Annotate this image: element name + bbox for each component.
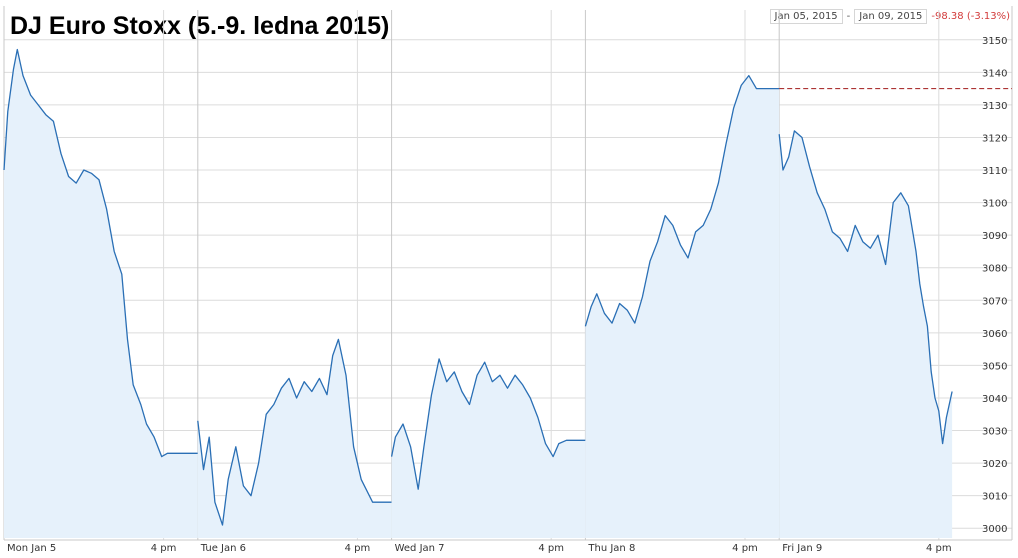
y-tick-label: 3130 [982, 101, 1007, 112]
x-tick-label: Mon Jan 5 [7, 543, 56, 554]
y-tick-label: 3120 [982, 133, 1007, 144]
series-line [584, 74, 780, 327]
series-area [4, 49, 198, 538]
series-line [778, 130, 953, 445]
x-tick-label: Thu Jan 8 [587, 543, 635, 554]
date-range-selector[interactable]: Jan 05, 2015 - Jan 09, 2015 -98.38 (-3.1… [769, 8, 1010, 24]
series-area [585, 75, 780, 538]
x-tick-label: Fri Jan 9 [782, 543, 822, 554]
price-change: -98.38 (-3.13%) [931, 10, 1010, 22]
x-tick-label: Tue Jan 6 [200, 543, 246, 554]
series-area [391, 358, 586, 538]
y-tick-label: 3040 [982, 394, 1007, 405]
y-tick-label: 3010 [982, 492, 1007, 503]
chart-title: DJ Euro Stoxx (5.-9. ledna 2015) [10, 12, 390, 40]
y-tick-label: 3060 [982, 329, 1007, 340]
y-tick-label: 3070 [982, 296, 1007, 307]
y-tick-label: 3150 [982, 36, 1007, 47]
y-tick-label: 3080 [982, 264, 1007, 275]
x-tick-label: 4 pm [538, 543, 564, 554]
x-tick-label: 4 pm [926, 543, 952, 554]
range-start-date[interactable]: Jan 05, 2015 [769, 8, 843, 24]
y-tick-label: 3050 [982, 361, 1007, 372]
y-tick-label: 3000 [982, 524, 1007, 535]
series-line [390, 358, 586, 490]
x-tick-label: Wed Jan 7 [395, 543, 445, 554]
series-line [197, 338, 392, 526]
series-area [197, 339, 392, 538]
y-tick-label: 3100 [982, 199, 1007, 210]
series-line [3, 48, 198, 458]
y-tick-label: 3090 [982, 231, 1007, 242]
y-tick-label: 3030 [982, 427, 1007, 438]
x-tick-label: 4 pm [345, 543, 371, 554]
x-tick-label: 4 pm [151, 543, 177, 554]
x-tick-label: 4 pm [732, 543, 758, 554]
range-separator: - [846, 10, 851, 22]
y-tick-label: 3020 [982, 459, 1007, 470]
range-end-date[interactable]: Jan 09, 2015 [854, 8, 928, 24]
y-tick-label: 3110 [982, 166, 1007, 177]
series-area [779, 130, 953, 538]
y-tick-label: 3140 [982, 68, 1007, 79]
